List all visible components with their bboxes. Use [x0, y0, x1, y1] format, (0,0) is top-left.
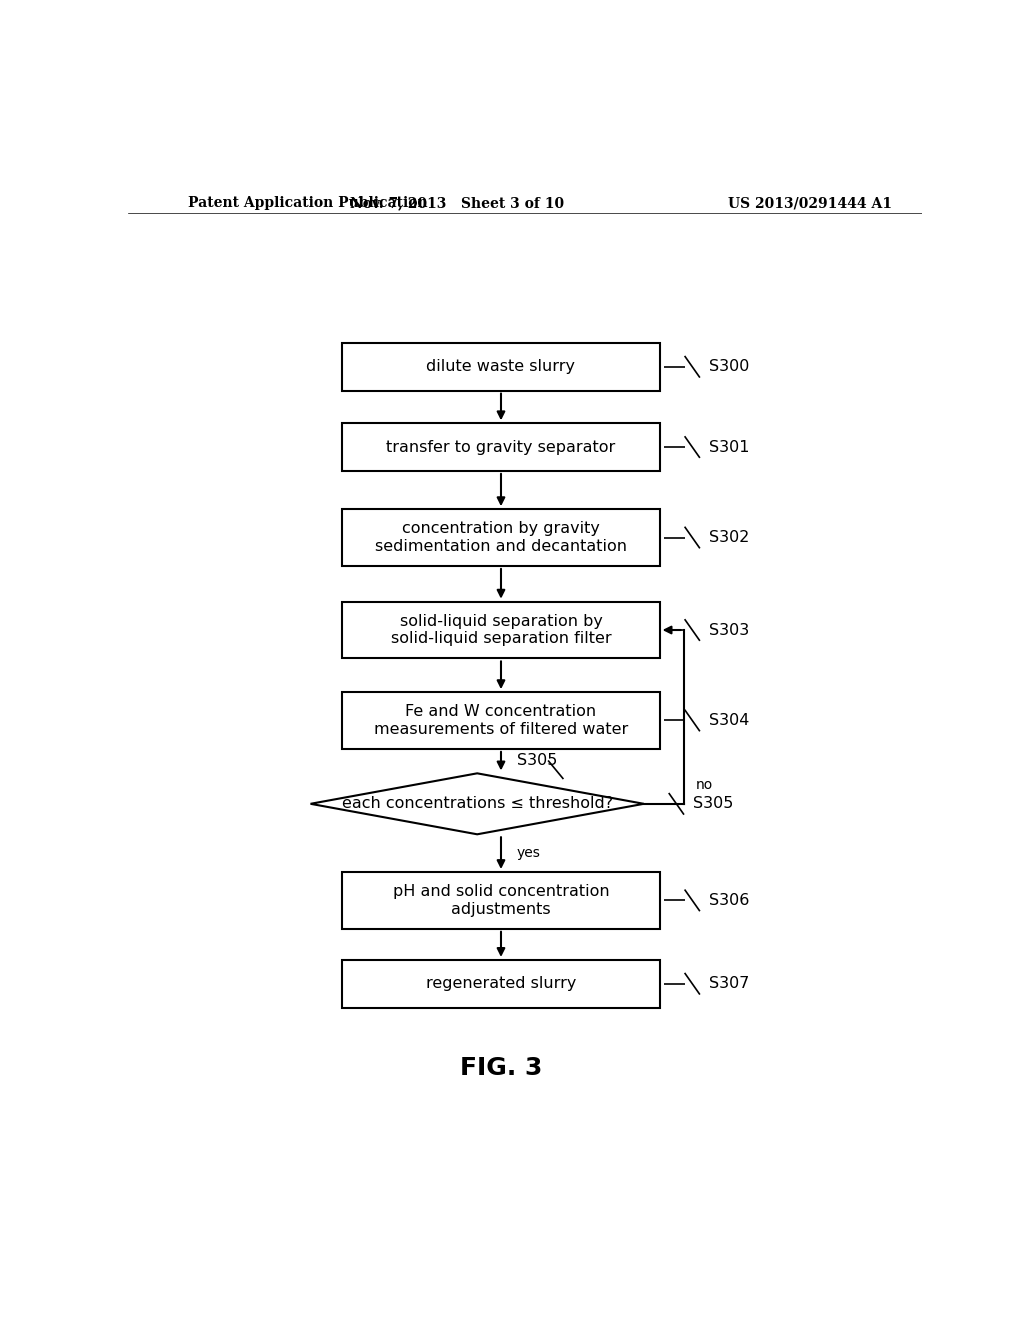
Text: S305: S305 — [693, 796, 733, 812]
Bar — [342, 692, 659, 748]
Text: S302: S302 — [709, 531, 750, 545]
Text: S305: S305 — [517, 754, 557, 768]
Text: US 2013/0291444 A1: US 2013/0291444 A1 — [728, 197, 893, 210]
Polygon shape — [310, 774, 644, 834]
Text: no: no — [695, 777, 713, 792]
Text: pH and solid concentration
adjustments: pH and solid concentration adjustments — [392, 884, 609, 916]
Text: regenerated slurry: regenerated slurry — [426, 977, 577, 991]
Text: Fe and W concentration
measurements of filtered water: Fe and W concentration measurements of f… — [374, 705, 628, 737]
Text: dilute waste slurry: dilute waste slurry — [426, 359, 575, 375]
Text: Nov. 7, 2013   Sheet 3 of 10: Nov. 7, 2013 Sheet 3 of 10 — [350, 197, 564, 210]
Text: S303: S303 — [709, 623, 750, 638]
Bar — [342, 343, 659, 391]
Text: solid-liquid separation by
solid-liquid separation filter: solid-liquid separation by solid-liquid … — [391, 614, 611, 647]
Bar — [342, 424, 659, 471]
Text: yes: yes — [517, 846, 541, 861]
Text: concentration by gravity
sedimentation and decantation: concentration by gravity sedimentation a… — [375, 521, 627, 553]
Text: Patent Application Publication: Patent Application Publication — [187, 197, 427, 210]
Text: each concentrations ≤ threshold?: each concentrations ≤ threshold? — [342, 796, 612, 812]
Text: S307: S307 — [709, 977, 750, 991]
Text: S304: S304 — [709, 713, 750, 727]
Text: transfer to gravity separator: transfer to gravity separator — [386, 440, 615, 454]
Bar — [342, 873, 659, 929]
Bar — [342, 510, 659, 566]
Bar — [342, 960, 659, 1007]
Text: S301: S301 — [709, 440, 750, 454]
Text: S300: S300 — [709, 359, 750, 375]
Text: FIG. 3: FIG. 3 — [460, 1056, 542, 1080]
Text: S306: S306 — [709, 892, 750, 908]
Bar — [342, 602, 659, 659]
